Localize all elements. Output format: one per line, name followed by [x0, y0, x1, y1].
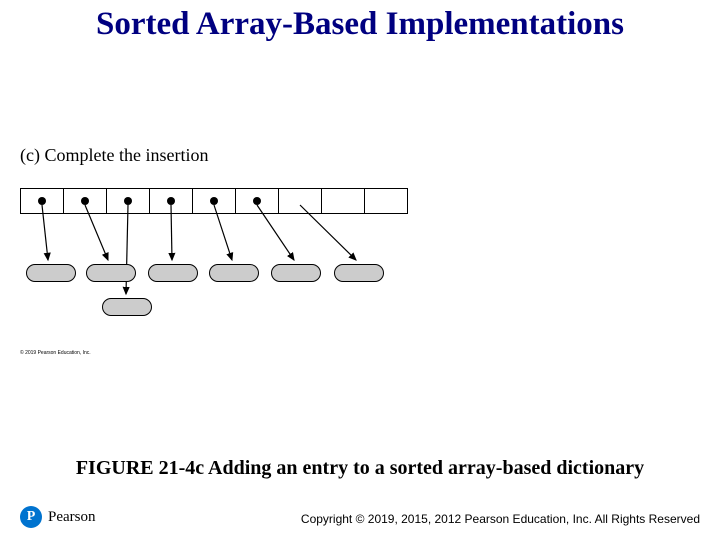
pointer-arrow [214, 205, 232, 260]
insertion-diagram [20, 188, 540, 358]
value-pill [102, 298, 152, 316]
value-pill [86, 264, 136, 282]
copyright-footer: Copyright © 2019, 2015, 2012 Pearson Edu… [0, 512, 700, 526]
pointer-arrow [300, 205, 356, 260]
slide-title: Sorted Array-Based Implementations [0, 6, 720, 43]
micro-credit: © 2019 Pearson Education, Inc. [20, 350, 91, 356]
value-pill [271, 264, 321, 282]
pointer-arrow [85, 205, 108, 260]
value-pill [26, 264, 76, 282]
value-pill [334, 264, 384, 282]
pointer-arrow [171, 205, 172, 260]
figure-caption: FIGURE 21-4c Adding an entry to a sorted… [0, 457, 720, 480]
pointer-arrow [257, 205, 294, 260]
value-pill [209, 264, 259, 282]
value-pill [148, 264, 198, 282]
step-label: (c) Complete the insertion [20, 145, 208, 166]
slide: Sorted Array-Based Implementations (c) C… [0, 0, 720, 540]
pointer-arrow [42, 205, 48, 260]
